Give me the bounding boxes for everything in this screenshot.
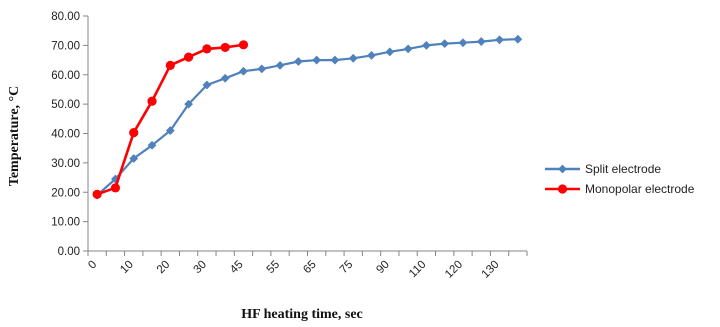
x-tick-label: 45 (228, 259, 246, 277)
data-point (202, 44, 212, 54)
y-axis-title: Temperature, °C (7, 86, 22, 186)
y-tick-label: 20.00 (51, 187, 80, 199)
y-tick-label: 40.00 (51, 129, 80, 141)
legend-marker (557, 184, 568, 194)
y-tick-label: 30.00 (51, 158, 80, 170)
data-point (385, 47, 395, 57)
data-point (458, 38, 468, 48)
data-point (220, 73, 230, 83)
x-tick-label: 0 (86, 259, 99, 272)
x-tick-label: 65 (301, 259, 319, 277)
x-tick-label: 75 (338, 259, 356, 277)
series-2 (92, 40, 249, 199)
y-tick-label: 0.00 (58, 246, 80, 258)
x-tick-label: 90 (374, 259, 392, 277)
data-point (403, 44, 413, 54)
data-point (257, 64, 267, 74)
data-point (165, 60, 175, 70)
y-tick-label: 70.00 (51, 40, 80, 52)
x-tick-label: 10 (118, 259, 136, 277)
legend-item: Split electrode (545, 162, 661, 176)
data-point (92, 189, 102, 199)
data-point (165, 126, 175, 135)
data-point (110, 183, 121, 193)
data-point (239, 66, 248, 76)
x-tick-label: 130 (480, 259, 502, 281)
legend-marker (558, 164, 567, 174)
data-point (184, 99, 194, 109)
data-point (440, 39, 450, 49)
series-line (96, 38, 518, 197)
x-axis-title: HF heating time, sec (241, 307, 363, 322)
data-point (275, 60, 285, 70)
data-point (202, 80, 212, 90)
data-point (312, 55, 322, 65)
data-point (238, 40, 249, 50)
y-tick-label: 60.00 (51, 70, 80, 82)
data-point (129, 128, 139, 138)
data-point (476, 37, 486, 46)
data-point (184, 52, 194, 62)
x-tick-label: 20 (155, 259, 173, 277)
data-point (367, 50, 376, 60)
y-tick-label: 80.00 (51, 11, 80, 23)
x-tick-label: 110 (407, 259, 428, 280)
data-point (513, 34, 523, 44)
data-point (220, 42, 230, 53)
x-axis: 0 10 20 30 45 55 65 75 90 110 120 130 (86, 250, 528, 281)
legend: Split electrode Monopolar electrode (545, 162, 695, 196)
legend-item: Monopolar electrode (545, 182, 695, 196)
data-point (147, 140, 157, 150)
data-point (421, 40, 431, 50)
legend-label: Monopolar electrode (585, 182, 695, 196)
data-point (495, 35, 504, 45)
series-1 (92, 34, 523, 200)
x-tick-label: 30 (191, 259, 209, 277)
y-axis: 0.00 10.00 20.00 30.00 40.00 50.00 60.00 70.00 8… (51, 11, 89, 258)
x-tick-label: 120 (443, 259, 465, 281)
x-tick-label: 55 (265, 259, 283, 277)
data-point (293, 57, 303, 66)
data-point (330, 55, 340, 65)
data-point (129, 154, 139, 163)
data-point (348, 53, 358, 63)
y-tick-label: 50.00 (51, 99, 80, 111)
series-layer (92, 34, 523, 200)
data-point (147, 96, 157, 106)
y-tick-label: 10.00 (51, 217, 80, 229)
legend-label: Split electrode (585, 162, 661, 176)
